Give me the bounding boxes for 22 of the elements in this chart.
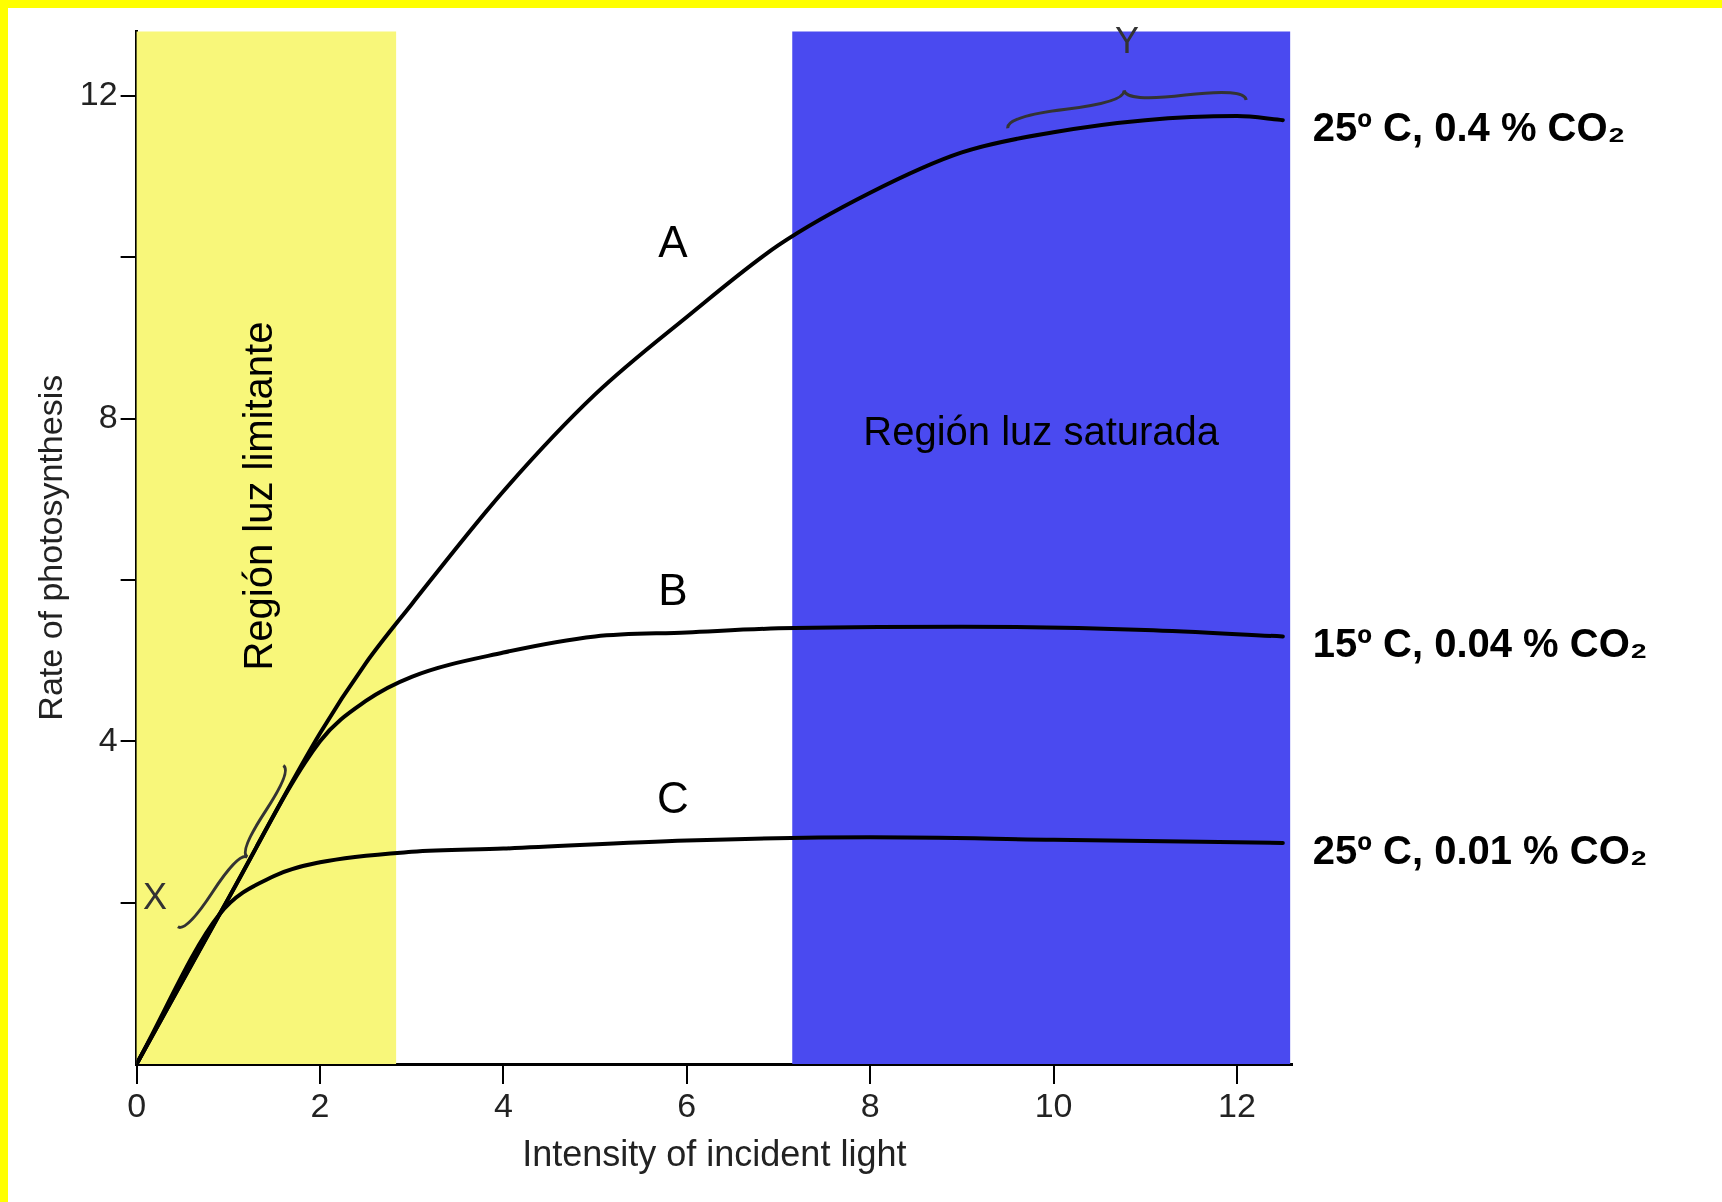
annotation: 15º C, 0.04 % CO₂: [1312, 621, 1648, 666]
x-tick-label: 8: [860, 1085, 880, 1124]
x-tick-label: 4: [493, 1085, 513, 1124]
band-label: Región luz saturada: [863, 409, 1220, 454]
y-tick-label: 8: [98, 397, 118, 435]
x-tick-label: 2: [310, 1085, 330, 1124]
series-label: B: [658, 564, 688, 614]
series-label: C: [656, 772, 689, 822]
y-tick-label: 4: [98, 719, 118, 758]
band-label: Región luz limitante: [236, 321, 281, 671]
annotation: Y: [1114, 20, 1139, 62]
x-tick-label: 6: [677, 1085, 697, 1124]
x-tick-label: 10: [1034, 1085, 1073, 1124]
annotation: X: [142, 875, 167, 917]
series-label: A: [658, 217, 689, 267]
annotation: 25º C, 0.01 % CO₂: [1312, 827, 1648, 872]
y-tick-label: 12: [79, 74, 118, 113]
x-axis-title: Intensity of incident light: [522, 1133, 907, 1175]
x-tick-label: 0: [127, 1085, 147, 1124]
annotation: 25º C, 0.4 % CO₂: [1312, 105, 1626, 150]
x-tick-label: 12: [1218, 1085, 1256, 1124]
y-axis-title: Rate of photosynthesis: [30, 374, 69, 721]
